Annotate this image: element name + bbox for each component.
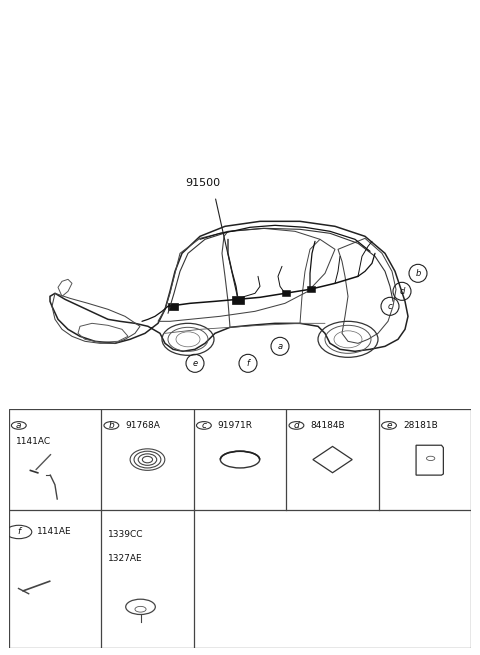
Text: e: e <box>192 359 198 368</box>
Bar <box>282 290 290 296</box>
Text: 1141AE: 1141AE <box>37 527 72 536</box>
Text: b: b <box>108 421 114 430</box>
Text: 1339CC: 1339CC <box>108 531 144 539</box>
Text: d: d <box>294 421 300 430</box>
Text: b: b <box>415 269 420 278</box>
Text: c: c <box>388 302 392 311</box>
Text: 28181B: 28181B <box>403 421 438 430</box>
Text: 1141AC: 1141AC <box>15 437 51 446</box>
Text: d: d <box>399 287 405 296</box>
Text: 91971R: 91971R <box>218 421 253 430</box>
Bar <box>307 286 315 292</box>
Text: a: a <box>16 421 22 430</box>
Text: e: e <box>386 421 392 430</box>
Text: a: a <box>277 342 283 351</box>
Text: 91500: 91500 <box>185 178 220 189</box>
Text: f: f <box>17 527 20 536</box>
Text: 91768A: 91768A <box>125 421 160 430</box>
Text: c: c <box>202 421 206 430</box>
Text: 84184B: 84184B <box>311 421 345 430</box>
Bar <box>232 296 244 305</box>
Text: 1327AE: 1327AE <box>108 554 143 563</box>
Text: f: f <box>247 359 250 368</box>
Bar <box>168 303 178 310</box>
